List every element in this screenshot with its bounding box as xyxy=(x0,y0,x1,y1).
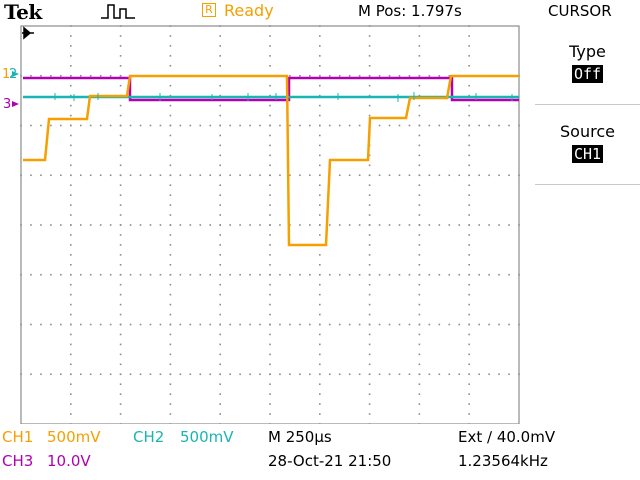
menu-title: CURSOR xyxy=(548,2,612,20)
waveform-display: 1 2 3 xyxy=(2,25,520,424)
ch2-noise xyxy=(54,92,513,102)
graticule-dots xyxy=(20,25,520,424)
ch2-scale: 500mV xyxy=(180,428,234,446)
type-value: Off xyxy=(571,65,604,83)
type-label: Type xyxy=(569,42,606,61)
ch1-name: CH1 xyxy=(2,428,34,446)
timebase: M 250µs xyxy=(268,428,332,446)
readout-bar: CH1 500mV CH2 500mV M 250µs Ext ∕ 40.0mV… xyxy=(0,424,640,480)
date-time: 28-Oct-21 21:50 xyxy=(268,452,392,470)
ch1-marker: 1 xyxy=(2,67,10,82)
ch3-marker: 3 xyxy=(3,97,11,112)
cursor-menu: Type Off Source CH1 xyxy=(535,24,640,424)
run-state-box: R xyxy=(202,3,216,17)
acquisition-status: Ready xyxy=(224,1,274,20)
ch1-ch2-arrow xyxy=(12,71,19,77)
source-label: Source xyxy=(560,122,615,141)
ch1-trace xyxy=(23,74,519,247)
ch3-arrow xyxy=(12,101,19,107)
status-bar: Tek R Ready M Pos: 1.797s CURSOR xyxy=(0,0,640,24)
ch3-name: CH3 xyxy=(2,452,34,470)
horizontal-position: M Pos: 1.797s xyxy=(358,2,462,20)
source-value: CH1 xyxy=(571,145,604,163)
ch3-scale: 10.0V xyxy=(47,452,91,470)
trigger-position-arrow xyxy=(22,26,34,40)
source-softkey[interactable]: Source CH1 xyxy=(535,104,640,185)
trigger-frequency: 1.23564kHz xyxy=(458,452,548,470)
type-softkey[interactable]: Type Off xyxy=(535,24,640,105)
trigger-readout: Ext ∕ 40.0mV xyxy=(458,428,556,446)
ch2-name: CH2 xyxy=(133,428,165,446)
ch1-scale: 500mV xyxy=(47,428,101,446)
brand-logo: Tek xyxy=(4,0,42,24)
pulse-trigger-icon xyxy=(101,4,135,19)
